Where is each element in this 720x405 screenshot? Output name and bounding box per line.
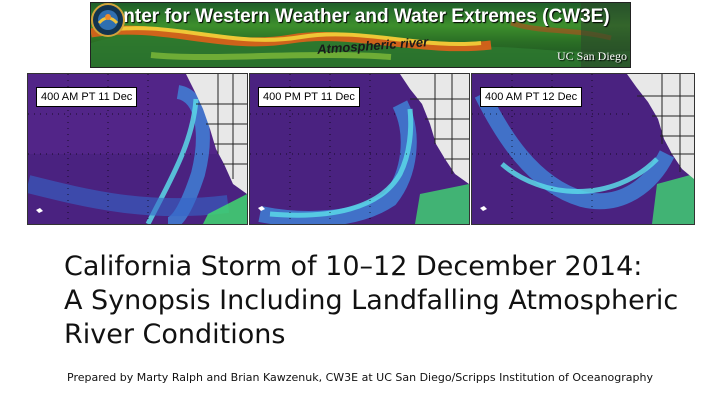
panel-timestamp: 400 AM PT 12 Dec [480,87,583,107]
banner-title: Center for Western Weather and Water Ext… [99,6,610,27]
ucsd-logo-text: UC San Diego [557,49,627,63]
author-credit: Prepared by Marty Ralph and Brian Kawzen… [67,371,653,384]
slide-title: California Storm of 10–12 December 2014:… [64,250,704,352]
title-line-3: River Conditions [64,319,286,350]
panel-timestamp: 400 AM PT 11 Dec [36,87,138,107]
cw3e-seal-icon [91,3,125,37]
title-line-2: A Synopsis Including Landfalling Atmosph… [64,285,679,316]
map-panel-3: 400 AM PT 12 Dec [471,73,695,225]
banner-moisture-image [91,3,630,67]
title-line-1: California Storm of 10–12 December 2014: [64,251,643,282]
panel-timestamp: 400 PM PT 11 Dec [258,87,360,107]
cw3e-banner: Center for Western Weather and Water Ext… [90,2,631,68]
map-panel-2: 400 PM PT 11 Dec [249,73,470,225]
map-panel-1: 400 AM PT 11 Dec [27,73,248,225]
